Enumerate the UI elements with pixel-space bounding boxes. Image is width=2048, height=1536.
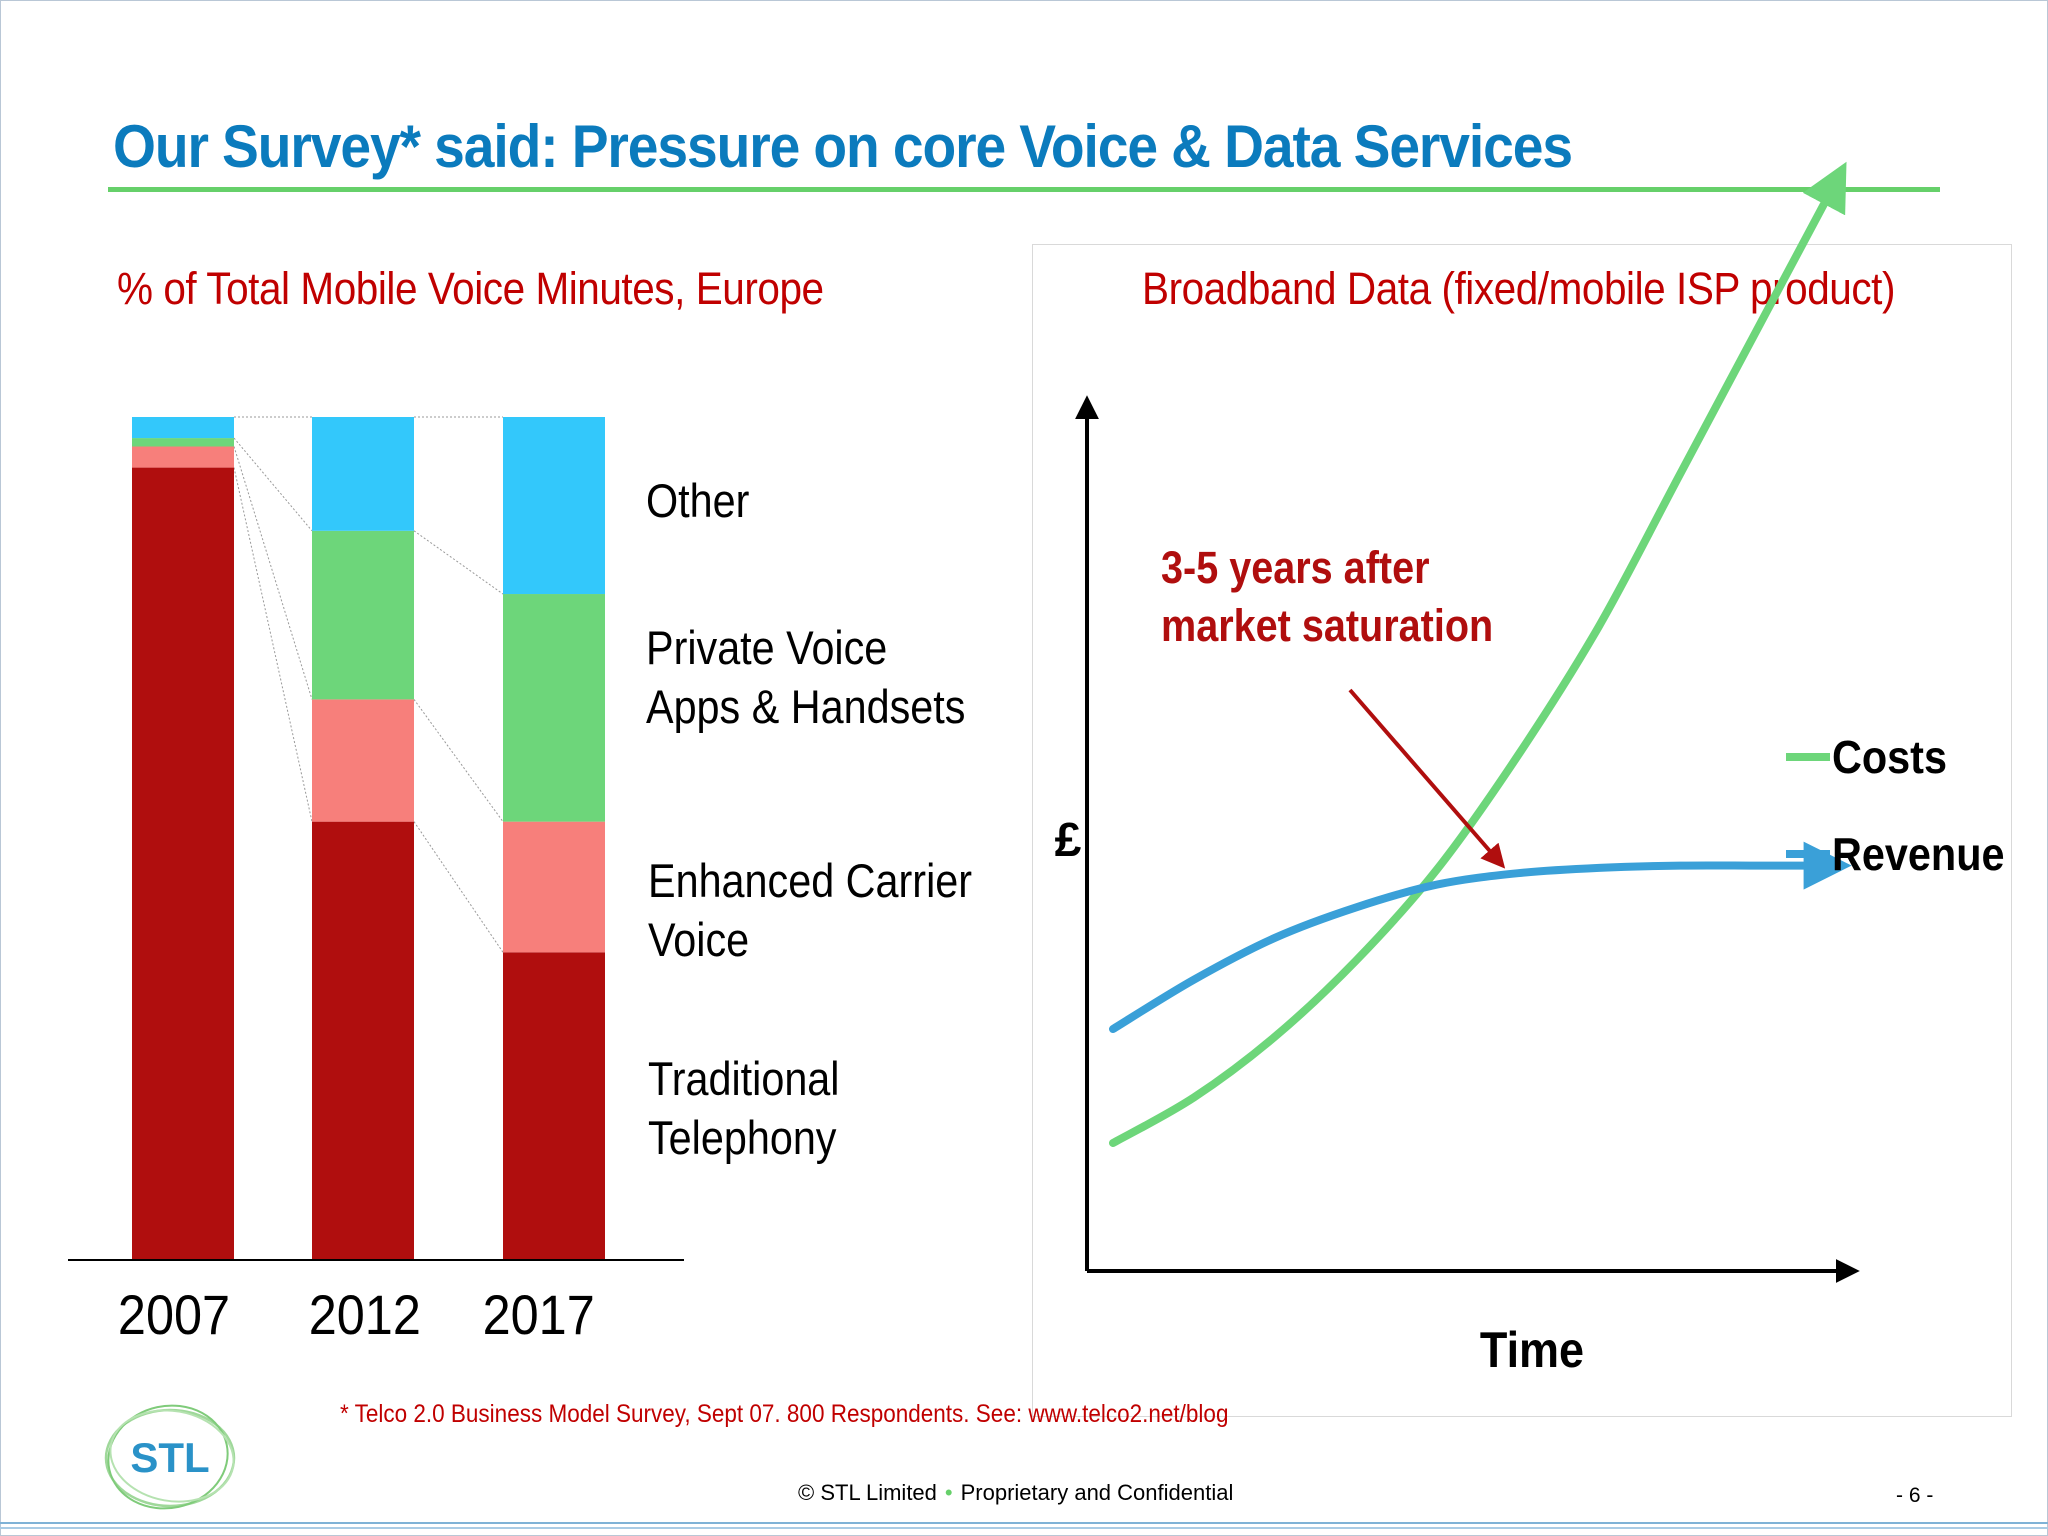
connector-line bbox=[233, 437, 313, 532]
costs-line bbox=[1109, 161, 1847, 1147]
copyright-symbol: © bbox=[798, 1480, 815, 1505]
bar-segment bbox=[312, 821, 414, 1260]
bar-segment bbox=[312, 699, 414, 822]
connector-line bbox=[233, 467, 313, 822]
bar-segment bbox=[503, 417, 605, 595]
bar-segment bbox=[312, 530, 414, 700]
bottom-rule bbox=[0, 1522, 2048, 1524]
legend-text: Other bbox=[646, 476, 749, 528]
title-underline bbox=[108, 187, 1940, 192]
y-axis-label: £ bbox=[1055, 814, 1082, 867]
annotation-text: market saturation bbox=[1161, 601, 1493, 651]
legend-text: Apps & Handsets bbox=[646, 682, 965, 734]
annotation-text: 3-5 years after bbox=[1161, 543, 1430, 593]
x-tick-label: 2017 bbox=[483, 1285, 595, 1347]
bar-segment bbox=[503, 952, 605, 1260]
legend-label: Private Voice Apps & Handsets bbox=[646, 623, 965, 734]
bar-segment bbox=[503, 594, 605, 822]
x-axis-label: Time bbox=[1480, 1323, 1584, 1379]
page-number: - 6 - bbox=[1896, 1484, 1934, 1507]
annotation: 3-5 years after market saturation bbox=[1161, 543, 1506, 869]
legend-label: Enhanced Carrier Voice bbox=[648, 856, 972, 967]
bar-segment bbox=[132, 438, 234, 447]
x-tick-label: 2012 bbox=[309, 1285, 421, 1347]
left-chart-title: % of Total Mobile Voice Minutes, Europe bbox=[117, 263, 824, 314]
right-chart-panel bbox=[1032, 244, 2012, 1417]
x-tick-label: 2007 bbox=[118, 1285, 230, 1347]
bar-segment bbox=[132, 467, 234, 1261]
footer-separator-dot: • bbox=[944, 1480, 953, 1505]
bottom-rule-secondary bbox=[0, 1527, 2048, 1529]
bar-segment bbox=[132, 417, 234, 439]
legend-text: Traditional bbox=[648, 1054, 839, 1106]
bar-segment bbox=[503, 821, 605, 953]
logo-text: STL bbox=[130, 1434, 209, 1481]
legend-text: Enhanced Carrier bbox=[648, 856, 972, 908]
bar-segment bbox=[312, 417, 414, 531]
legend-text: Revenue bbox=[1832, 829, 2005, 881]
stl-logo: STL bbox=[104, 1404, 236, 1510]
annotation-arrow bbox=[1348, 688, 1506, 869]
footer-company: STL Limited bbox=[820, 1480, 937, 1505]
legend-label: Other bbox=[646, 476, 749, 528]
survey-footnote: * Telco 2.0 Business Model Survey, Sept … bbox=[340, 1400, 1229, 1428]
legend-text: Private Voice bbox=[646, 623, 887, 675]
legend-label: Traditional Telephony bbox=[648, 1054, 839, 1165]
footer-confidential: Proprietary and Confidential bbox=[960, 1480, 1234, 1505]
legend-text: Voice bbox=[648, 915, 749, 967]
footer: © STL Limited • Proprietary and Confidenti… bbox=[798, 1480, 1233, 1506]
connector-line bbox=[413, 699, 504, 822]
bar-segment bbox=[132, 446, 234, 468]
connector-line bbox=[233, 446, 313, 700]
legend-text: Costs bbox=[1832, 732, 1947, 784]
revenue-line bbox=[1109, 841, 1852, 1033]
slide-title: Our Survey* said: Pressure on core Voice… bbox=[113, 113, 1573, 180]
legend-text: Telephony bbox=[648, 1113, 837, 1165]
